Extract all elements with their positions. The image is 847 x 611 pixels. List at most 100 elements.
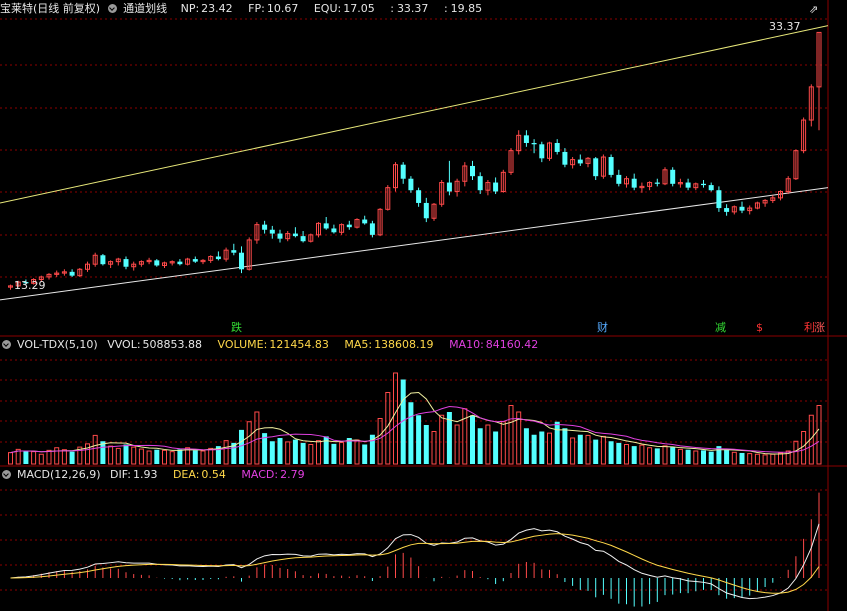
volume-ma-lines	[10, 391, 820, 455]
volume-bar	[523, 428, 529, 464]
candle-body	[177, 261, 183, 265]
candle-body	[300, 236, 306, 242]
volume-bar	[46, 449, 52, 465]
volume-bar	[200, 450, 206, 465]
candle-body	[331, 228, 337, 233]
candle-body	[747, 207, 753, 212]
scroll-up-icon[interactable]: ⇗	[809, 3, 819, 16]
fp-value: 10.67	[266, 2, 299, 15]
stock-name: 宝莱特(日线 前复权)	[0, 2, 101, 15]
candle-body	[77, 268, 83, 277]
volume-bar	[262, 433, 268, 464]
candlesticks	[8, 31, 822, 290]
volume-bar	[739, 452, 745, 464]
ma10-value: 84160.42	[485, 338, 539, 351]
volume-bar	[362, 444, 368, 464]
volume-bar	[570, 437, 576, 465]
volume-bar	[123, 444, 129, 464]
volume-bar	[662, 445, 668, 465]
volume-bar	[470, 415, 475, 464]
macd-menu-icon[interactable]	[2, 470, 11, 479]
candle-body	[115, 258, 121, 263]
candle-body	[801, 119, 807, 152]
candle-body	[8, 285, 13, 288]
indicator-menu-icon[interactable]	[108, 4, 118, 13]
volume-bar	[254, 411, 260, 465]
volume-bar	[439, 414, 445, 465]
candle-body	[716, 190, 722, 209]
signal-label: 跌	[231, 321, 242, 334]
candle-body	[477, 176, 483, 191]
indicator-name: 通道划线	[123, 2, 168, 15]
candle-body	[439, 182, 445, 205]
candle-body	[208, 256, 214, 261]
candle-body	[31, 278, 37, 284]
volume-bar	[647, 447, 653, 465]
candle-body	[593, 158, 599, 177]
volume-bar	[785, 450, 791, 465]
volume-bar	[562, 428, 568, 464]
volume-bar	[454, 424, 460, 465]
volume-bar	[208, 447, 214, 465]
dif-value: 1.93	[132, 468, 158, 481]
np-value: 23.42	[201, 2, 233, 15]
volume-bar	[593, 439, 599, 464]
volume-bar	[185, 447, 191, 465]
candle-body	[46, 273, 52, 278]
candle-body	[624, 178, 629, 185]
candle-body	[169, 261, 175, 264]
candle-body	[408, 178, 414, 191]
volume-bar	[416, 415, 422, 464]
volume-bar	[277, 438, 283, 464]
volume-bar	[31, 451, 37, 465]
volume-bar	[508, 405, 514, 465]
macd-header: MACD(12,26,9) DIF: 1.93 DEA: 0.54 MACD: 2.7…	[0, 467, 317, 483]
macd-histogram	[17, 492, 820, 607]
volume-bar	[54, 447, 60, 465]
candle-body	[731, 206, 737, 213]
candle-body	[685, 182, 691, 188]
candle-body	[500, 171, 506, 192]
dea-line	[10, 533, 820, 594]
volume-bar	[485, 424, 491, 465]
volume-bar	[292, 439, 298, 464]
volume-bar	[92, 434, 98, 465]
volume-bar	[162, 449, 167, 465]
volume-bar	[770, 453, 776, 465]
volume-bar	[539, 431, 545, 464]
signal-label: 财	[597, 321, 608, 334]
candle-body	[100, 255, 106, 265]
volume-bar	[616, 442, 622, 464]
candle-body	[162, 262, 167, 266]
volume-bar	[316, 440, 321, 465]
volume-menu-icon[interactable]	[2, 340, 11, 349]
volume-bar	[677, 448, 683, 465]
volume-bar	[431, 431, 437, 465]
candle-body	[431, 203, 437, 219]
candle-body	[816, 31, 822, 88]
np-label: NP:	[180, 2, 200, 15]
volume-bar	[231, 442, 237, 464]
volume-header: VOL-TDX(5,10) VVOL: 508853.88 VOLUME: 1214…	[0, 337, 550, 353]
volume-bar	[38, 453, 44, 465]
candle-body	[308, 234, 314, 242]
candle-body	[262, 224, 268, 230]
candle-body	[123, 259, 129, 267]
ma5-label: MA5:	[344, 338, 373, 351]
candle-body	[693, 183, 699, 189]
volume-bar	[339, 442, 345, 465]
candle-body	[423, 202, 429, 219]
volume-bar	[100, 441, 106, 464]
candle-body	[762, 199, 768, 204]
signal-label: $	[756, 321, 763, 334]
candle-body	[654, 182, 660, 184]
candle-body	[485, 182, 491, 191]
candle-body	[23, 282, 29, 284]
equ-value: 17.05	[343, 2, 375, 15]
candle-body	[254, 224, 260, 241]
candle-body	[577, 159, 583, 164]
candle-body	[323, 223, 329, 229]
signal-label: 涨	[814, 321, 825, 334]
volume-bar	[115, 447, 121, 465]
